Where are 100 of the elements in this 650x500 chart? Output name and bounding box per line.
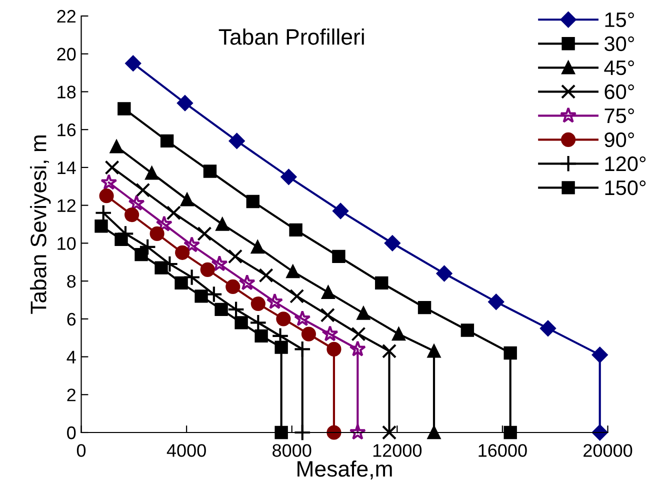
legend-label: 45°	[604, 60, 634, 76]
x-tick-label: 0	[76, 444, 86, 457]
point	[427, 344, 441, 358]
point	[228, 249, 243, 264]
y-tick-label: 14	[58, 162, 76, 174]
point	[322, 325, 338, 342]
point	[194, 290, 208, 303]
point	[124, 207, 140, 222]
point	[214, 302, 228, 316]
point	[322, 286, 335, 300]
y-tick-label: 18	[58, 86, 76, 98]
point	[332, 250, 346, 264]
legend-label: 30°	[604, 36, 634, 52]
y-tick-label: 20	[57, 48, 76, 61]
point	[286, 264, 300, 278]
point	[114, 232, 128, 246]
x-tick-label: 4000	[166, 444, 206, 457]
point	[216, 218, 229, 231]
point	[488, 294, 504, 310]
x-tick-label: 8000	[272, 444, 312, 457]
point	[177, 95, 193, 112]
legend-label: 15°	[605, 12, 634, 28]
point	[504, 346, 517, 360]
point	[251, 240, 264, 254]
point	[418, 300, 432, 314]
point	[238, 274, 256, 290]
point	[384, 235, 400, 252]
point	[392, 327, 406, 341]
point	[326, 342, 342, 356]
y-tick-label: 0	[67, 426, 76, 440]
y-tick-label: 10	[58, 237, 76, 250]
point	[203, 164, 217, 178]
y-axis-title: Taban Seviyesi, m	[30, 136, 51, 314]
point	[351, 326, 366, 342]
x-tick-label: 20000	[584, 444, 632, 457]
point	[294, 310, 311, 326]
point	[436, 266, 452, 282]
point	[349, 340, 366, 356]
point	[128, 194, 145, 211]
point	[375, 276, 388, 290]
x-tick-label: 12000	[373, 444, 422, 457]
point	[180, 193, 194, 206]
point	[382, 425, 397, 440]
x-axis-title: Mesafe,m	[298, 460, 392, 480]
point	[227, 300, 245, 318]
y-tick-label: 8	[67, 274, 76, 288]
point	[382, 344, 397, 358]
legend-label: 90°	[604, 132, 634, 148]
point	[427, 426, 441, 440]
point	[250, 296, 266, 312]
point	[118, 102, 131, 116]
point	[234, 316, 248, 330]
y-tick-label: 22	[57, 10, 76, 23]
y-tick-label: 16	[58, 124, 76, 136]
legend-label: 75°	[604, 108, 634, 124]
point	[174, 276, 188, 290]
point	[154, 261, 168, 274]
point	[294, 424, 312, 442]
y-tick-label: 6	[67, 312, 76, 326]
point	[175, 245, 190, 260]
point	[100, 174, 118, 190]
point	[156, 216, 172, 232]
point	[504, 426, 517, 440]
point	[200, 262, 215, 277]
legend-label: 150°	[605, 180, 646, 196]
point	[332, 203, 348, 219]
x-tick-label: 16000	[478, 444, 527, 457]
point	[228, 133, 245, 149]
point	[110, 140, 124, 154]
y-tick-label: 2	[67, 388, 76, 402]
point	[246, 194, 260, 208]
point	[134, 248, 148, 262]
point	[197, 226, 212, 242]
y-tick-label: 12	[58, 199, 76, 212]
point	[249, 314, 267, 332]
point	[356, 306, 370, 320]
point	[183, 268, 200, 286]
point	[540, 320, 556, 336]
point	[266, 293, 284, 310]
point	[276, 312, 291, 326]
point	[184, 236, 200, 252]
point	[94, 220, 108, 233]
point	[258, 268, 274, 283]
y-tick-label: 4	[66, 350, 76, 364]
point	[226, 279, 240, 294]
point	[254, 329, 268, 343]
point	[290, 288, 304, 304]
point	[592, 346, 608, 363]
point	[320, 308, 335, 322]
point	[125, 55, 142, 72]
chart-title: Taban Profilleri	[218, 28, 364, 45]
point	[294, 340, 312, 358]
point	[166, 206, 181, 220]
point	[145, 166, 158, 180]
point	[280, 169, 297, 185]
point	[592, 424, 608, 440]
point	[138, 238, 156, 256]
legend-label: 60°	[604, 84, 634, 100]
point	[274, 340, 288, 354]
point	[160, 134, 174, 148]
